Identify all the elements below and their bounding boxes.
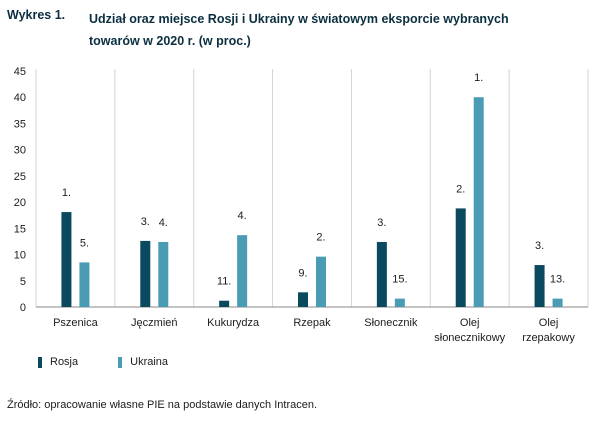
bar-rosja-5 [376,241,387,307]
figure-number: Wykres 1. [7,8,66,22]
legend-label-rosja: Rosja [50,356,79,368]
x-category-label: Pszenica [53,317,99,329]
x-category-label: słonecznikowy [434,332,505,344]
y-tick-label: 25 [14,171,26,183]
data-label-ukraina: 15. [392,274,407,286]
bar-ukraina-6 [473,97,484,307]
x-category-label: Kukurydza [207,317,260,329]
data-label-rosja: 9. [298,267,307,279]
bar-rosja-1 [61,212,72,307]
data-label-rosja: 3. [377,217,386,229]
data-label-rosja: 3. [535,240,544,252]
bar-ukraina-4 [316,256,326,307]
figure-title-line-1: Udział oraz miejsce Rosji i Ukrainy w św… [89,12,509,26]
legend-swatch-ukraina [118,356,123,368]
x-category-label: Rzepak [293,317,331,329]
bar-rosja-3 [219,300,230,307]
bar-rosja-6 [455,208,466,307]
data-label-ukraina: 5. [80,237,89,249]
bar-chart: 0 5 10 15 20 25 30 35 40 45 1. 5. Pszenica 3. 4. Jęczmi… [14,66,589,344]
y-tick-label: 0 [20,302,26,314]
data-label-rosja: 11. [217,276,231,288]
data-label-ukraina: 4. [159,217,168,229]
bar-ukraina-1 [79,262,90,307]
bar-ukraina-3 [237,235,248,307]
x-category-label: Jęczmień [131,317,177,329]
bar-ukraina-5 [394,298,405,307]
legend-item-ukraina: Ukraina [118,356,168,368]
bar-ukraina-2 [158,241,169,307]
y-tick-label: 40 [14,92,26,104]
data-label-rosja: 2. [456,183,465,195]
figure-title: Udział oraz miejsce Rosji i Ukrainy w św… [89,8,569,52]
data-label-rosja: 3. [141,216,150,228]
y-tick-label: 15 [14,223,26,235]
legend: Rosja Ukraina [38,356,208,368]
figure-title-line-2: towarów w 2020 r. (w proc.) [89,34,251,48]
data-label-ukraina: 4. [238,210,247,222]
y-tick-label: 30 [14,145,26,157]
y-tick-label: 5 [20,276,26,288]
bar-rosja-2 [140,240,151,307]
y-tick-label: 45 [14,66,26,78]
source-note: Źródło: opracowanie własne PIE na podsta… [7,399,318,411]
data-label-rosja: 1. [62,187,71,199]
y-tick-label: 35 [14,118,26,130]
legend-item-rosja: Rosja [38,356,78,368]
data-label-ukraina: 1. [474,72,483,84]
x-category-label: Olej [539,317,559,329]
data-label-ukraina: 13. [550,274,565,286]
bar-rosja-4 [298,292,308,307]
data-label-ukraina: 2. [316,232,325,244]
x-category-label: rzepakowy [522,332,575,344]
y-tick-label: 20 [14,197,26,209]
bar-rosja-7 [534,265,545,307]
x-category-label: Słonecznik [364,317,418,329]
legend-swatch-rosja [38,356,42,368]
bar-ukraina-7 [552,298,563,307]
y-tick-label: 10 [14,250,26,262]
legend-label-ukraina: Ukraina [130,356,169,368]
x-category-label: Olej [460,317,480,329]
